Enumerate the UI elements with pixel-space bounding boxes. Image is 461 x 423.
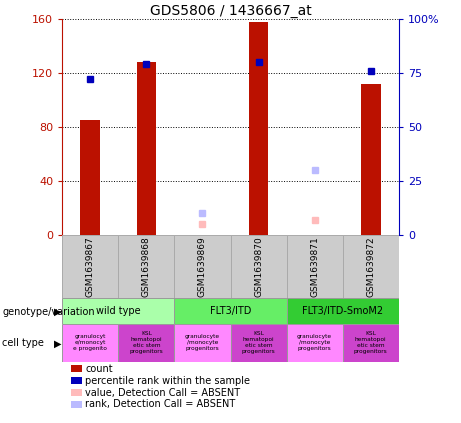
Text: cell type: cell type bbox=[2, 338, 44, 349]
Text: percentile rank within the sample: percentile rank within the sample bbox=[85, 376, 250, 386]
Text: granulocyt
e/monocyt
e progenito: granulocyt e/monocyt e progenito bbox=[73, 334, 107, 351]
Text: GSM1639867: GSM1639867 bbox=[86, 236, 95, 297]
Bar bbox=[287, 298, 399, 324]
Bar bbox=[287, 324, 343, 362]
Text: GSM1639871: GSM1639871 bbox=[310, 236, 319, 297]
Bar bbox=[118, 235, 174, 298]
Bar bbox=[62, 298, 174, 324]
Bar bbox=[174, 324, 230, 362]
Bar bbox=[287, 235, 343, 298]
Text: granulocyte
/monocyte
progenitors: granulocyte /monocyte progenitors bbox=[185, 334, 220, 351]
Bar bbox=[118, 324, 174, 362]
Text: FLT3/ITD-SmoM2: FLT3/ITD-SmoM2 bbox=[302, 306, 383, 316]
Text: ▶: ▶ bbox=[54, 307, 62, 317]
Text: KSL
hematopoi
etic stem
progenitors: KSL hematopoi etic stem progenitors bbox=[242, 332, 275, 354]
Text: GSM1639869: GSM1639869 bbox=[198, 236, 207, 297]
Text: KSL
hematopoi
etic stem
progenitors: KSL hematopoi etic stem progenitors bbox=[354, 332, 388, 354]
Text: granulocyte
/monocyte
progenitors: granulocyte /monocyte progenitors bbox=[297, 334, 332, 351]
Bar bbox=[174, 235, 230, 298]
Bar bbox=[62, 235, 118, 298]
Text: value, Detection Call = ABSENT: value, Detection Call = ABSENT bbox=[85, 387, 240, 398]
Title: GDS5806 / 1436667_at: GDS5806 / 1436667_at bbox=[150, 4, 311, 18]
Text: KSL
hematopoi
etic stem
progenitors: KSL hematopoi etic stem progenitors bbox=[130, 332, 163, 354]
Bar bbox=[230, 324, 287, 362]
Text: GSM1639870: GSM1639870 bbox=[254, 236, 263, 297]
Bar bbox=[361, 84, 380, 235]
Text: ▶: ▶ bbox=[54, 338, 62, 349]
Text: GSM1639868: GSM1639868 bbox=[142, 236, 151, 297]
Bar bbox=[343, 324, 399, 362]
Bar bbox=[249, 22, 268, 235]
Text: GSM1639872: GSM1639872 bbox=[366, 236, 375, 297]
Bar bbox=[174, 298, 287, 324]
Text: wild type: wild type bbox=[96, 306, 141, 316]
Text: FLT3/ITD: FLT3/ITD bbox=[210, 306, 251, 316]
Bar bbox=[230, 235, 287, 298]
Bar bbox=[62, 324, 118, 362]
Text: count: count bbox=[85, 364, 113, 374]
Text: genotype/variation: genotype/variation bbox=[2, 307, 95, 317]
Bar bbox=[136, 62, 156, 235]
Bar bbox=[343, 235, 399, 298]
Text: rank, Detection Call = ABSENT: rank, Detection Call = ABSENT bbox=[85, 399, 236, 409]
Bar bbox=[81, 120, 100, 235]
